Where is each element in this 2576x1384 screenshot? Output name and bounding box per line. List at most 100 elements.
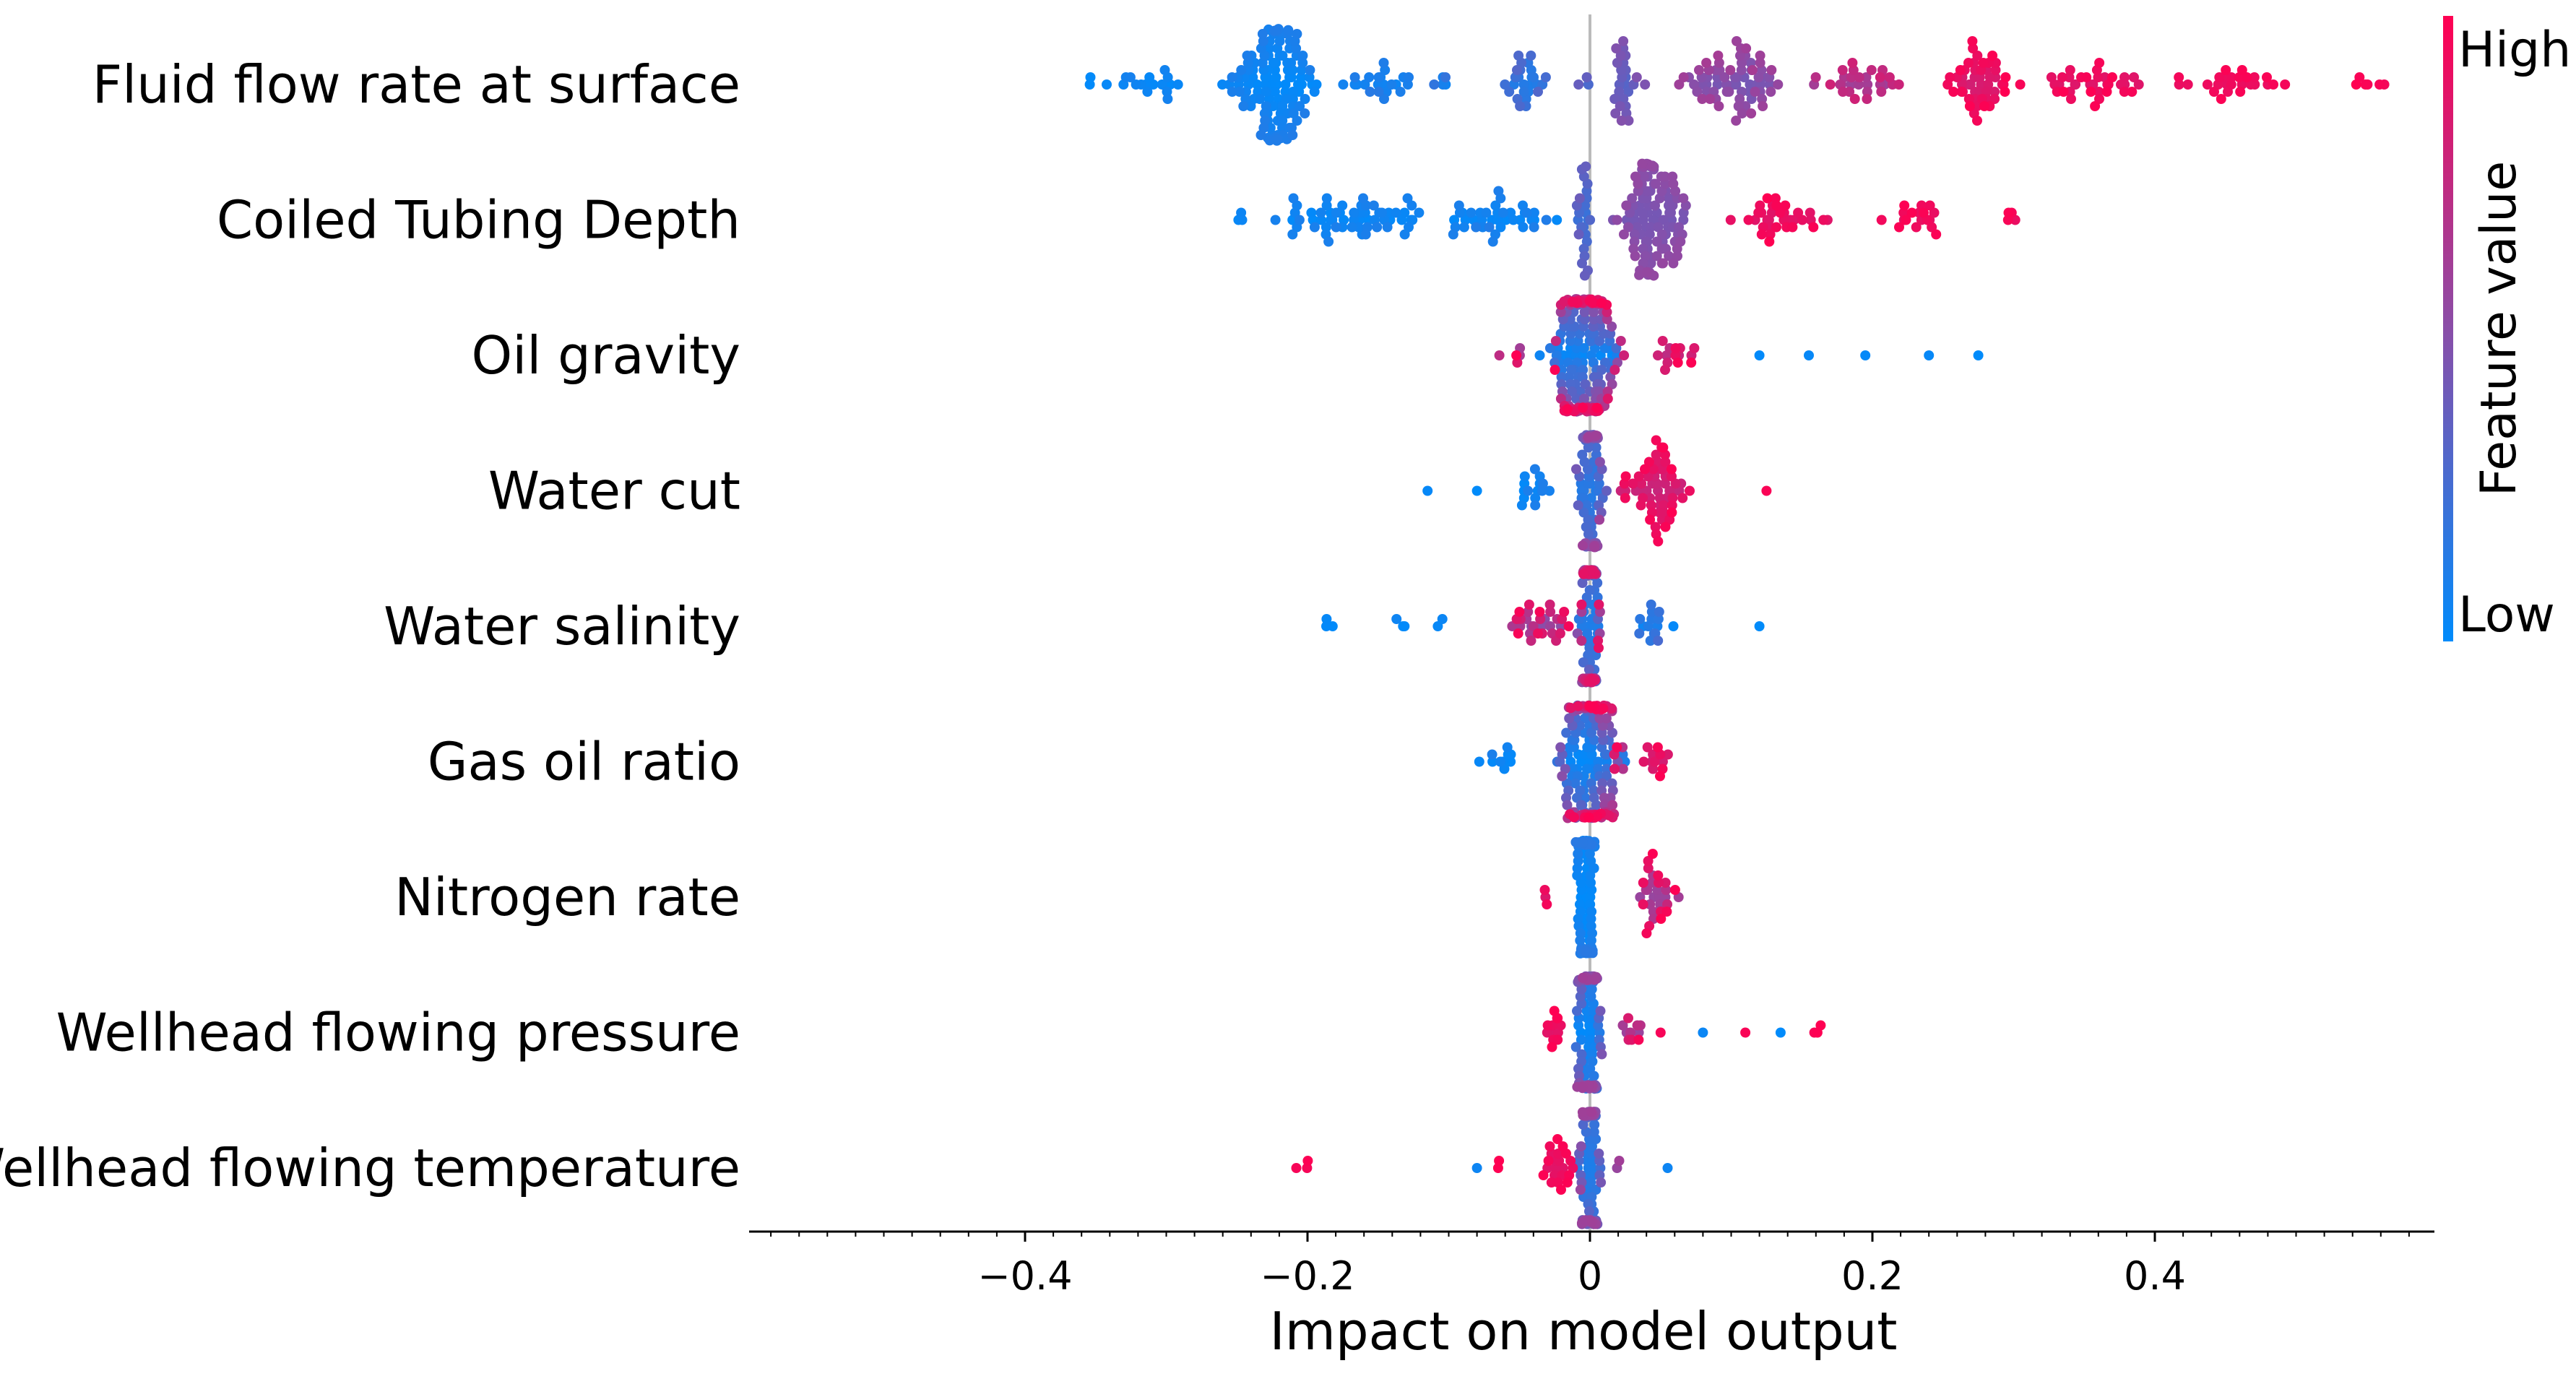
shap-point <box>1815 1020 1826 1031</box>
feature-label: Coiled Tubing Depth <box>217 190 740 251</box>
shap-point <box>1552 1034 1563 1045</box>
shap-point <box>1616 116 1627 126</box>
shap-point <box>1321 621 1331 631</box>
shap-point <box>1647 849 1658 859</box>
shap-point <box>1598 703 1609 714</box>
shap-point <box>1561 727 1572 738</box>
shap-point <box>1861 72 1872 82</box>
shap-point <box>1162 94 1173 104</box>
shap-point <box>1640 464 1650 475</box>
shap-point <box>1609 94 1620 104</box>
feature-label: Nitrogen rate <box>394 867 740 927</box>
shap-point <box>1643 856 1654 866</box>
shap-point <box>1541 215 1552 225</box>
shap-point <box>1736 65 1747 75</box>
shap-point <box>2086 87 2096 97</box>
shap-point <box>1787 222 1798 233</box>
shap-point <box>1594 643 1604 653</box>
shap-point <box>1528 621 1539 631</box>
shap-point <box>1652 742 1663 753</box>
shap-point <box>1664 251 1674 261</box>
shap-point <box>1559 296 1570 307</box>
shap-point <box>1968 43 1979 53</box>
shap-point <box>1574 1071 1584 1081</box>
shap-point <box>1611 43 1622 53</box>
shap-point <box>1623 116 1634 126</box>
shap-point <box>1422 485 1433 496</box>
shap-point <box>1633 186 1643 196</box>
shap-point <box>1578 972 1588 983</box>
x-axis: −0.4 −0.2 0 0.2 0.4 Impact on model output <box>749 1230 2434 1362</box>
shap-point <box>1948 87 1959 97</box>
shap-point <box>1635 500 1646 511</box>
shap-point <box>1277 116 1288 126</box>
shap-point <box>1596 1177 1607 1188</box>
shap-point <box>1697 94 1708 104</box>
shap-point <box>1576 1141 1586 1151</box>
shap-point <box>1550 365 1560 375</box>
shap-point <box>1765 87 1776 97</box>
shap-point <box>1638 899 1648 909</box>
shap-point <box>1606 703 1617 714</box>
shap-point <box>1825 79 1836 90</box>
shap-point <box>1573 1156 1584 1166</box>
shap-point <box>1277 51 1288 61</box>
shap-point <box>1612 215 1622 225</box>
shap-point <box>1756 229 1767 240</box>
shap-point <box>1755 51 1765 61</box>
shap-point <box>2216 94 2226 104</box>
shap-point <box>1638 756 1649 767</box>
shap-point <box>1576 1034 1586 1045</box>
shap-point <box>1660 365 1670 375</box>
shap-point <box>1545 607 1556 617</box>
shap-point <box>1667 471 1677 482</box>
shap-point <box>1924 200 1935 211</box>
shap-point <box>1630 171 1641 182</box>
shap-point <box>1662 749 1673 760</box>
shap-point <box>1602 314 1612 324</box>
shap-point <box>1172 79 1183 90</box>
shap-point <box>1581 72 1592 82</box>
shap-point <box>1607 800 1618 810</box>
shap-point <box>1391 614 1402 624</box>
shap-point <box>1493 186 1504 196</box>
shap-point <box>2058 87 2069 97</box>
shap-point <box>1567 386 1577 397</box>
shap-point <box>1657 336 1668 346</box>
shap-point <box>1573 229 1584 240</box>
shap-point <box>1518 79 1529 90</box>
shap-point <box>1234 87 1245 97</box>
shap-point <box>1586 1177 1596 1188</box>
shap-point <box>1534 350 1545 360</box>
shap-point <box>1586 914 1596 924</box>
shap-point <box>1286 58 1297 68</box>
shap-point <box>1576 800 1586 810</box>
shap-point <box>1557 771 1568 782</box>
shap-point <box>1131 79 1141 90</box>
shap-point <box>1349 79 1360 90</box>
shap-point <box>1617 764 1628 774</box>
shap-point <box>1537 478 1548 489</box>
shap-point <box>1487 756 1498 767</box>
shap-point <box>1771 200 1782 211</box>
shap-point <box>1653 636 1664 646</box>
shap-point <box>1612 350 1622 360</box>
shap-point <box>1538 1170 1549 1180</box>
shap-point <box>1672 243 1682 254</box>
shap-point <box>1414 207 1425 218</box>
shap-point <box>1534 607 1545 617</box>
shap-point <box>1583 812 1594 823</box>
colorbar-high-label: High <box>2458 22 2571 79</box>
shap-point <box>1658 500 1669 511</box>
shap-point <box>1530 500 1541 511</box>
shap-point <box>1287 229 1298 240</box>
shap-point <box>1399 207 1410 218</box>
shap-point <box>2202 79 2213 90</box>
shap-point <box>1453 200 1464 211</box>
shap-point <box>1306 207 1317 218</box>
shap-point <box>1585 215 1596 225</box>
shap-point <box>1973 350 1984 360</box>
shap-point <box>1563 621 1574 631</box>
shap-point <box>1272 134 1283 144</box>
shap-point <box>1586 878 1596 888</box>
